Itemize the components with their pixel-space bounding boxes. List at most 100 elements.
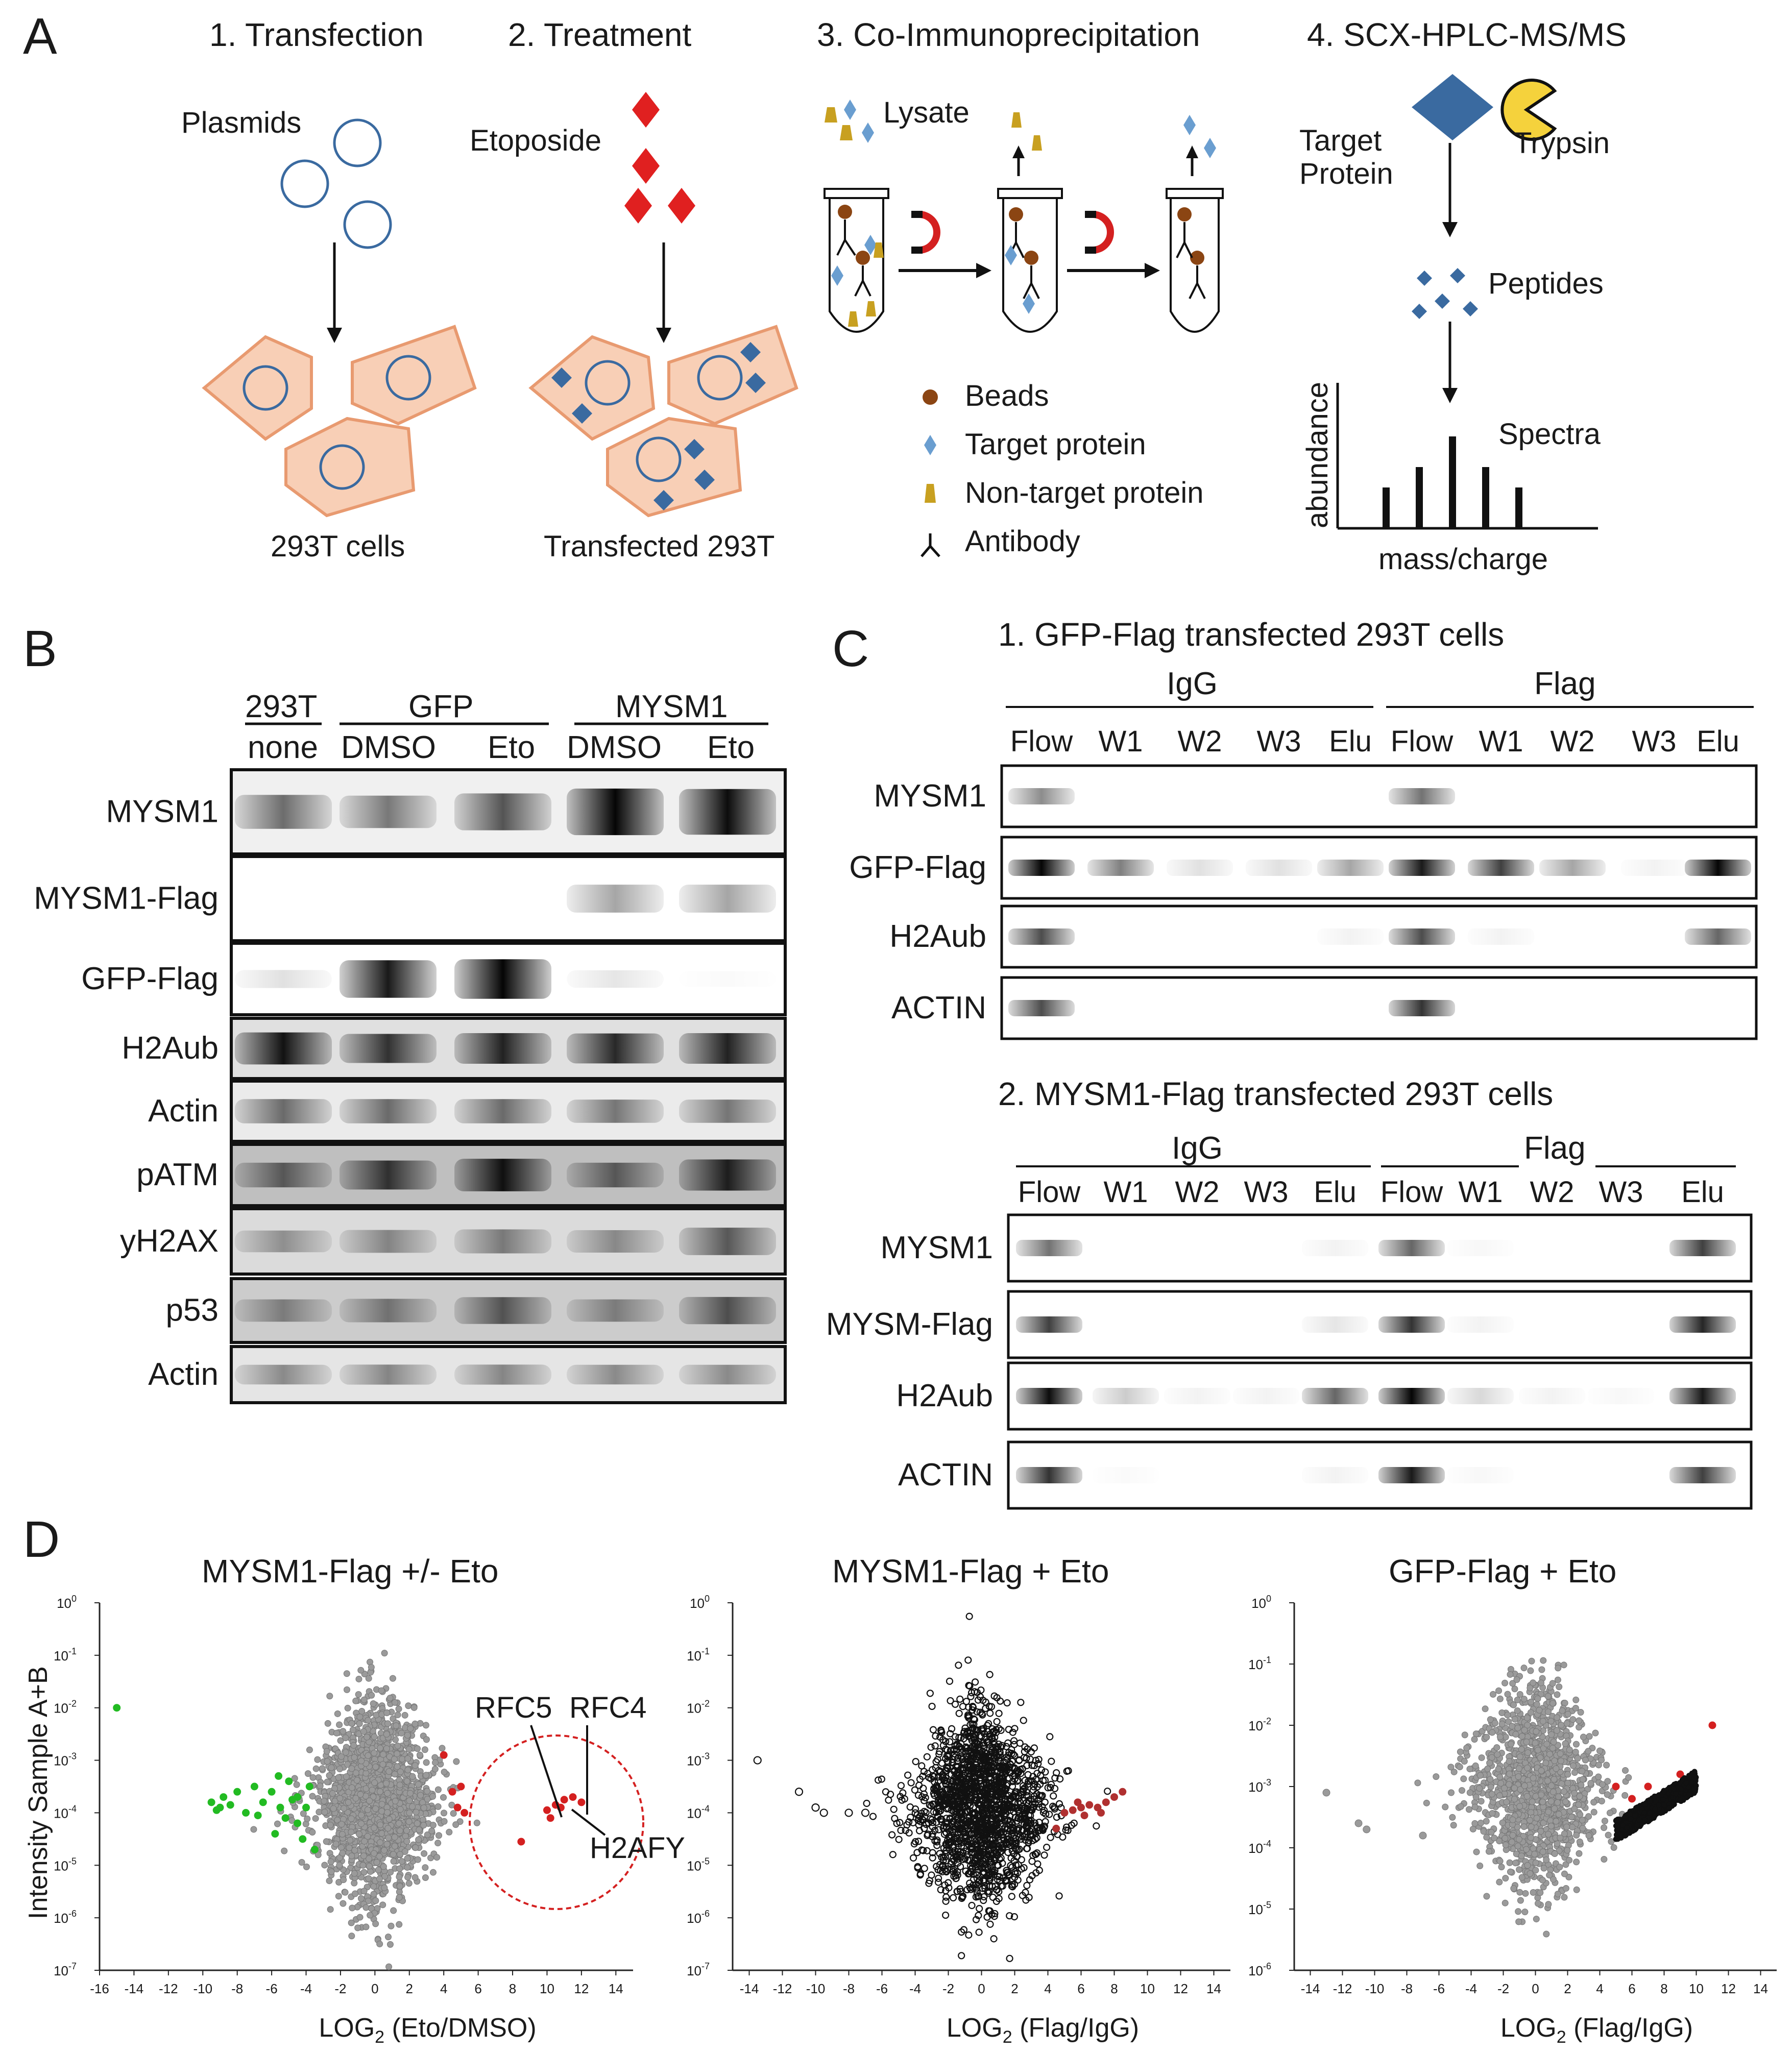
data-point — [348, 1852, 355, 1860]
data-point — [974, 1845, 982, 1853]
data-point — [1577, 1708, 1584, 1716]
data-point — [403, 1778, 410, 1785]
data-point — [1487, 1783, 1494, 1791]
b-band — [454, 1159, 551, 1191]
data-point — [1516, 1691, 1523, 1698]
data-point — [979, 1740, 987, 1747]
data-point — [916, 1870, 925, 1878]
data-point — [956, 1695, 964, 1703]
data-point — [1560, 1788, 1567, 1795]
data-point — [1011, 1752, 1019, 1759]
data-point — [371, 1749, 378, 1756]
data-point — [983, 1830, 991, 1839]
data-point — [966, 1732, 974, 1740]
data-point — [945, 1884, 953, 1892]
data-point — [1021, 1833, 1028, 1841]
data-point — [998, 1784, 1005, 1792]
data-point — [962, 1743, 970, 1751]
data-point — [1628, 1795, 1636, 1803]
data-point — [1013, 1804, 1021, 1812]
data-point — [364, 1833, 371, 1840]
data-point — [1010, 1737, 1018, 1745]
data-point — [1534, 1747, 1541, 1754]
data-point — [1546, 1750, 1554, 1757]
data-point — [412, 1844, 419, 1851]
data-point — [333, 1729, 340, 1737]
data-point — [1025, 1819, 1032, 1827]
data-point — [336, 1795, 344, 1802]
data-point — [370, 1891, 377, 1898]
data-point — [1009, 1728, 1016, 1736]
data-point — [999, 1764, 1007, 1772]
data-point — [1002, 1756, 1010, 1765]
data-point — [1491, 1835, 1498, 1842]
data-point — [1543, 1741, 1551, 1748]
data-point — [381, 1884, 388, 1891]
data-point — [309, 1829, 316, 1836]
data-point — [1534, 1695, 1541, 1702]
data-point — [337, 1753, 345, 1760]
x-tick-label: -12 — [159, 1981, 178, 1996]
data-point — [1604, 1791, 1611, 1798]
data-point — [1549, 1745, 1556, 1752]
data-point — [398, 1858, 405, 1865]
data-point — [345, 1799, 352, 1806]
data-point — [967, 1693, 975, 1700]
b-band — [567, 1299, 664, 1322]
data-point — [965, 1931, 973, 1939]
data-point — [1520, 1696, 1528, 1703]
data-point — [1496, 1792, 1503, 1799]
b-band — [340, 1034, 437, 1063]
data-point — [953, 1821, 960, 1829]
data-point — [1471, 1803, 1479, 1811]
x-tick-label: 14 — [1753, 1981, 1768, 1996]
data-point — [929, 1819, 937, 1826]
data-point — [1516, 1753, 1523, 1760]
x-tick-label: 4 — [1596, 1981, 1603, 1996]
data-point — [819, 1808, 828, 1817]
c-band — [1621, 860, 1687, 876]
data-point — [1573, 1859, 1580, 1866]
data-point — [945, 1879, 952, 1887]
data-point — [340, 1728, 347, 1735]
data-point — [350, 1742, 357, 1749]
data-point — [1484, 1765, 1491, 1772]
data-point — [1456, 1764, 1463, 1771]
data-point — [992, 1729, 1000, 1737]
data-point — [994, 1825, 1001, 1833]
data-point — [1466, 1789, 1473, 1796]
data-point — [304, 1770, 311, 1777]
data-point — [986, 1882, 994, 1890]
data-point — [869, 1813, 877, 1820]
data-point — [316, 1808, 323, 1816]
data-point — [1496, 1695, 1504, 1702]
data-point — [966, 1682, 974, 1690]
c-band — [1519, 1388, 1585, 1404]
c-sub2-title: 2. MYSM1-Flag transfected 293T cells — [998, 1075, 1553, 1112]
data-point — [1043, 1844, 1051, 1851]
data-point — [903, 1821, 911, 1829]
target-protein-icon — [1412, 74, 1493, 140]
d-scatter-plots: MYSM1-Flag +/- Eto-16 -14 -12 -10 -8 -6 -4 -2 0 2… — [54, 1553, 1777, 2047]
data-point — [1545, 1808, 1552, 1816]
data-point — [1539, 1718, 1546, 1725]
c-band — [1669, 1316, 1736, 1333]
data-point — [987, 1753, 995, 1761]
data-point — [1544, 1693, 1552, 1700]
data-point — [948, 1725, 956, 1733]
data-point — [434, 1786, 442, 1793]
data-point — [372, 1764, 379, 1771]
data-point — [432, 1759, 439, 1766]
data-point — [343, 1670, 350, 1677]
data-point — [1008, 1893, 1015, 1900]
data-point — [1047, 1833, 1054, 1841]
b-band — [567, 970, 664, 988]
data-point — [1050, 1792, 1057, 1800]
data-point — [912, 1758, 919, 1766]
tube-3 — [1166, 188, 1224, 333]
data-point — [970, 1750, 978, 1757]
data-point — [1554, 1891, 1561, 1898]
data-point — [337, 1844, 345, 1851]
data-point — [993, 1718, 1001, 1725]
data-point — [517, 1838, 525, 1846]
